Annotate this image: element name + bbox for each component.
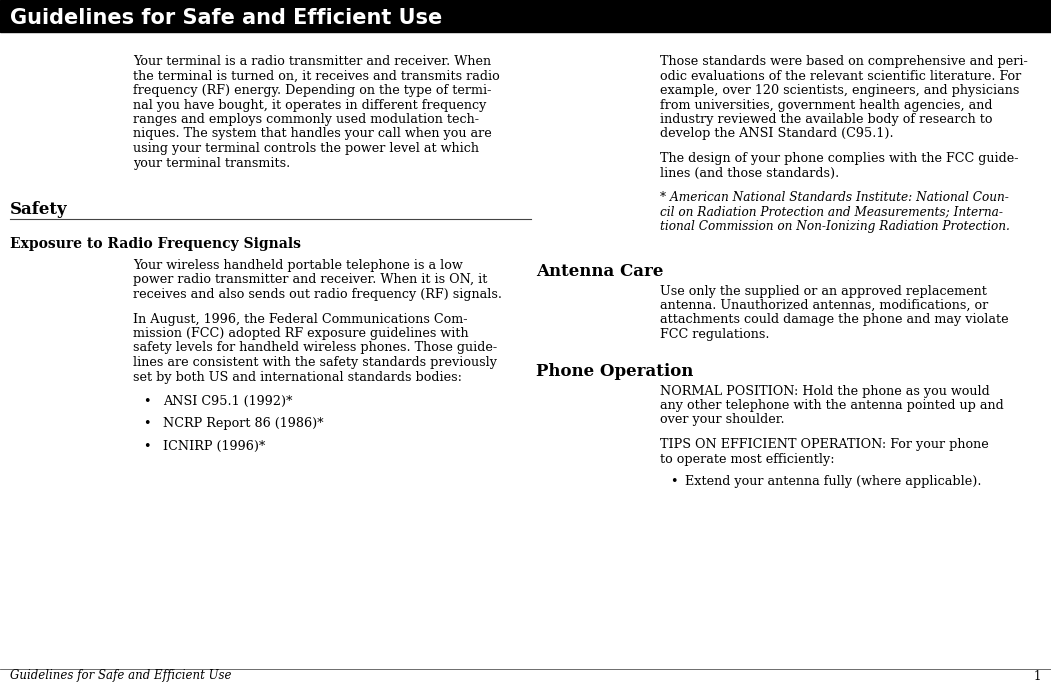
Text: FCC regulations.: FCC regulations. xyxy=(660,328,769,341)
Text: * American National Standards Institute: National Coun-: * American National Standards Institute:… xyxy=(660,191,1009,204)
Text: TIPS ON EFFICIENT OPERATION: For your phone: TIPS ON EFFICIENT OPERATION: For your ph… xyxy=(660,438,989,451)
Text: Extend your antenna fully (where applicable).: Extend your antenna fully (where applica… xyxy=(685,475,982,488)
Text: over your shoulder.: over your shoulder. xyxy=(660,414,785,427)
Text: Your wireless handheld portable telephone is a low: Your wireless handheld portable telephon… xyxy=(133,259,462,272)
Text: nal you have bought, it operates in different frequency: nal you have bought, it operates in diff… xyxy=(133,98,487,111)
Text: safety levels for handheld wireless phones. Those guide-: safety levels for handheld wireless phon… xyxy=(133,341,497,354)
Text: •: • xyxy=(669,475,678,488)
Text: odic evaluations of the relevant scientific literature. For: odic evaluations of the relevant scienti… xyxy=(660,69,1022,82)
Text: mission (FCC) adopted RF exposure guidelines with: mission (FCC) adopted RF exposure guidel… xyxy=(133,327,469,340)
Text: from universities, government health agencies, and: from universities, government health age… xyxy=(660,98,992,111)
Text: Those standards were based on comprehensive and peri-: Those standards were based on comprehens… xyxy=(660,55,1028,68)
Text: Exposure to Radio Frequency Signals: Exposure to Radio Frequency Signals xyxy=(11,237,301,251)
Text: lines are consistent with the safety standards previously: lines are consistent with the safety sta… xyxy=(133,356,497,369)
Text: ANSI C95.1 (1992)*: ANSI C95.1 (1992)* xyxy=(163,395,292,408)
Text: niques. The system that handles your call when you are: niques. The system that handles your cal… xyxy=(133,128,492,141)
Text: Safety: Safety xyxy=(11,201,67,218)
Text: example, over 120 scientists, engineers, and physicians: example, over 120 scientists, engineers,… xyxy=(660,84,1019,97)
Text: to operate most efficiently:: to operate most efficiently: xyxy=(660,453,834,466)
Text: industry reviewed the available body of research to: industry reviewed the available body of … xyxy=(660,113,992,126)
Text: your terminal transmits.: your terminal transmits. xyxy=(133,157,290,170)
Text: In August, 1996, the Federal Communications Com-: In August, 1996, the Federal Communicati… xyxy=(133,313,468,326)
Text: Your terminal is a radio transmitter and receiver. When: Your terminal is a radio transmitter and… xyxy=(133,55,491,68)
Text: •: • xyxy=(143,395,150,408)
Text: antenna. Unauthorized antennas, modifications, or: antenna. Unauthorized antennas, modifica… xyxy=(660,299,988,312)
Text: Phone Operation: Phone Operation xyxy=(536,363,694,379)
Text: tional Commission on Non-Ionizing Radiation Protection.: tional Commission on Non-Ionizing Radiat… xyxy=(660,220,1010,233)
Text: 1: 1 xyxy=(1033,670,1040,682)
Text: power radio transmitter and receiver. When it is ON, it: power radio transmitter and receiver. Wh… xyxy=(133,273,488,286)
Text: develop the ANSI Standard (C95.1).: develop the ANSI Standard (C95.1). xyxy=(660,128,893,141)
Text: The design of your phone complies with the FCC guide-: The design of your phone complies with t… xyxy=(660,152,1018,165)
Text: set by both US and international standards bodies:: set by both US and international standar… xyxy=(133,370,462,383)
Text: ranges and employs commonly used modulation tech-: ranges and employs commonly used modulat… xyxy=(133,113,479,126)
Text: attachments could damage the phone and may violate: attachments could damage the phone and m… xyxy=(660,313,1009,326)
Text: the terminal is turned on, it receives and transmits radio: the terminal is turned on, it receives a… xyxy=(133,69,499,82)
Text: •: • xyxy=(143,418,150,431)
Text: Guidelines for Safe and Efficient Use: Guidelines for Safe and Efficient Use xyxy=(11,8,442,28)
Text: lines (and those standards).: lines (and those standards). xyxy=(660,166,840,179)
Text: Antenna Care: Antenna Care xyxy=(536,262,663,280)
Text: receives and also sends out radio frequency (RF) signals.: receives and also sends out radio freque… xyxy=(133,288,502,301)
Text: Use only the supplied or an approved replacement: Use only the supplied or an approved rep… xyxy=(660,284,987,297)
Text: NORMAL POSITION: Hold the phone as you would: NORMAL POSITION: Hold the phone as you w… xyxy=(660,385,990,398)
Text: frequency (RF) energy. Depending on the type of termi-: frequency (RF) energy. Depending on the … xyxy=(133,84,492,97)
Text: any other telephone with the antenna pointed up and: any other telephone with the antenna poi… xyxy=(660,399,1004,412)
Text: cil on Radiation Protection and Measurements; Interna-: cil on Radiation Protection and Measurem… xyxy=(660,205,1003,218)
Text: NCRP Report 86 (1986)*: NCRP Report 86 (1986)* xyxy=(163,418,324,431)
Bar xyxy=(0,0,1051,32)
Text: ICNIRP (1996)*: ICNIRP (1996)* xyxy=(163,440,265,453)
Text: •: • xyxy=(143,440,150,453)
Text: using your terminal controls the power level at which: using your terminal controls the power l… xyxy=(133,142,479,155)
Text: Guidelines for Safe and Efficient Use: Guidelines for Safe and Efficient Use xyxy=(11,670,231,682)
